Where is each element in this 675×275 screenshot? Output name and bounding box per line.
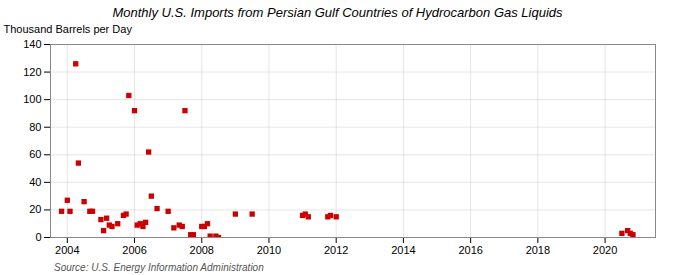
svg-text:80: 80 [29, 121, 41, 133]
svg-text:2004: 2004 [55, 244, 79, 256]
svg-text:100: 100 [23, 93, 41, 105]
svg-text:20: 20 [29, 203, 41, 215]
svg-text:Thousand Barrels per Day: Thousand Barrels per Day [4, 23, 133, 35]
svg-text:2012: 2012 [324, 244, 348, 256]
html-text:Monthly U.S. Imports from Pers: Monthly U.S. Imports from Persian Gulf C… [112, 5, 563, 20]
svg-text:2016: 2016 [458, 244, 482, 256]
svg-text:0: 0 [35, 231, 41, 243]
svg-text:140: 140 [23, 38, 41, 50]
svg-text:40: 40 [29, 176, 41, 188]
svg-text:2014: 2014 [391, 244, 415, 256]
svg-text:2006: 2006 [122, 244, 146, 256]
svg-text:60: 60 [29, 148, 41, 160]
svg-text:2010: 2010 [257, 244, 281, 256]
svg-text:2018: 2018 [526, 244, 550, 256]
svg-text:2020: 2020 [593, 244, 617, 256]
html-text:Source: U.S. Energy Informatio: Source: U.S. Energy Information Administ… [54, 262, 264, 273]
svg-text:2008: 2008 [190, 244, 214, 256]
svg-text:120: 120 [23, 66, 41, 78]
